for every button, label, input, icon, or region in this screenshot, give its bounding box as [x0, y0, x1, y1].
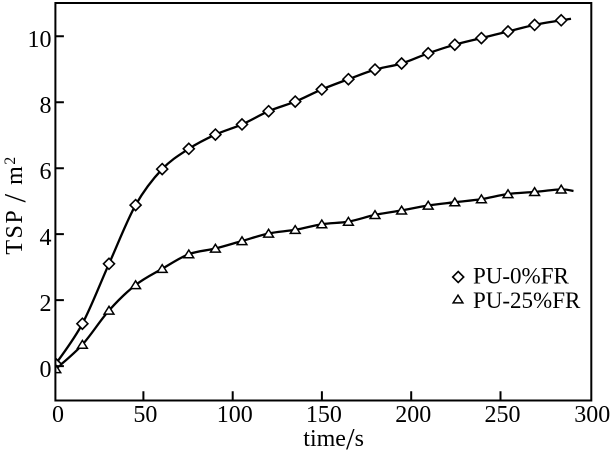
svg-text:250: 250	[485, 402, 521, 428]
svg-text:0: 0	[40, 357, 52, 383]
svg-text:0: 0	[52, 402, 64, 428]
svg-text:6: 6	[40, 159, 52, 185]
svg-text:TSP / m2: TSP / m2	[0, 155, 32, 254]
svg-text:50: 50	[133, 402, 157, 428]
svg-text:300: 300	[574, 402, 610, 428]
svg-text:8: 8	[40, 93, 52, 119]
svg-text:PU-25%FR: PU-25%FR	[473, 288, 581, 313]
svg-text:150: 150	[306, 402, 342, 428]
svg-text:100: 100	[217, 402, 253, 428]
svg-text:4: 4	[40, 225, 52, 251]
svg-text:PU-0%FR: PU-0%FR	[473, 263, 570, 288]
svg-text:10: 10	[28, 27, 52, 53]
svg-text:200: 200	[395, 402, 431, 428]
svg-text:2: 2	[40, 291, 52, 317]
svg-text:time/s: time/s	[303, 421, 364, 453]
